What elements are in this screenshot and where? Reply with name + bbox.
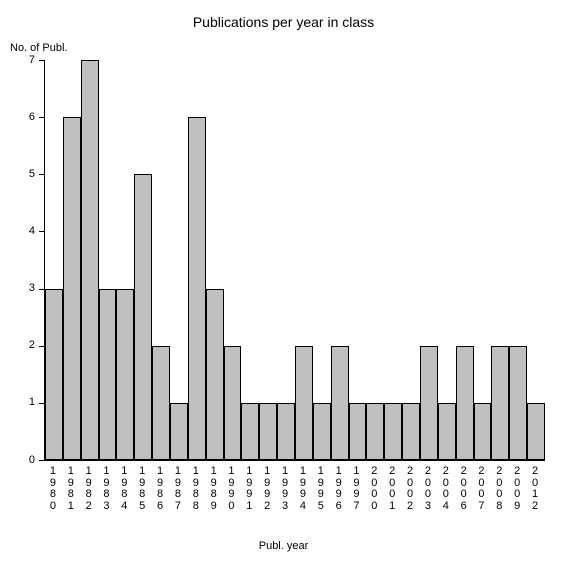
xtick-label: 2007 (473, 466, 491, 512)
plot-area (44, 60, 545, 461)
bar (509, 346, 527, 460)
ytick-mark (39, 346, 44, 347)
bar (384, 403, 402, 460)
xtick-label: 1993 (276, 466, 294, 512)
xtick-label: 1991 (240, 466, 258, 512)
ytick-label: 4 (0, 225, 35, 237)
bar (474, 403, 492, 460)
xtick-label: 1982 (80, 466, 98, 512)
bar (331, 346, 349, 460)
xtick-label: 2001 (383, 466, 401, 512)
xtick-label: 1992 (258, 466, 276, 512)
ytick-label: 3 (0, 282, 35, 294)
xtick-label: 1997 (348, 466, 366, 512)
bar (277, 403, 295, 460)
xtick-label: 1984 (115, 466, 133, 512)
bar (402, 403, 420, 460)
bar (295, 346, 313, 460)
bar (224, 346, 242, 460)
bar (81, 60, 99, 460)
xtick-label: 1996 (330, 466, 348, 512)
xtick-label: 1994 (294, 466, 312, 512)
xtick-label: 1983 (98, 466, 116, 512)
x-axis-label: Publ. year (0, 540, 567, 552)
xtick-label: 1995 (312, 466, 330, 512)
xtick-label: 1987 (169, 466, 187, 512)
bar (206, 289, 224, 460)
bar (134, 174, 152, 460)
bar (313, 403, 331, 460)
xtick-label: 1985 (133, 466, 151, 512)
xtick-label: 2006 (455, 466, 473, 512)
bar (152, 346, 170, 460)
bar (259, 403, 277, 460)
bar (438, 403, 456, 460)
xtick-label: 2003 (419, 466, 437, 512)
chart-title: Publications per year in class (0, 14, 567, 30)
xtick-label: 2002 (401, 466, 419, 512)
xtick-label: 2008 (490, 466, 508, 512)
bar (170, 403, 188, 460)
bar (116, 289, 134, 460)
chart-container: Publications per year in class No. of Pu… (0, 0, 567, 567)
bar (99, 289, 117, 460)
ytick-label: 0 (0, 454, 35, 466)
bar (527, 403, 545, 460)
xtick-label: 2000 (365, 466, 383, 512)
ytick-label: 1 (0, 396, 35, 408)
bar (420, 346, 438, 460)
ytick-mark (39, 460, 44, 461)
y-axis-label: No. of Publ. (10, 42, 67, 54)
xtick-label: 2012 (526, 466, 544, 512)
xtick-label: 1980 (44, 466, 62, 512)
xtick-label: 1990 (223, 466, 241, 512)
ytick-mark (39, 174, 44, 175)
ytick-label: 5 (0, 168, 35, 180)
xtick-label: 2004 (437, 466, 455, 512)
xtick-label: 1981 (62, 466, 80, 512)
ytick-label: 2 (0, 339, 35, 351)
ytick-label: 6 (0, 111, 35, 123)
bar (349, 403, 367, 460)
bar (491, 346, 509, 460)
xtick-label: 1989 (205, 466, 223, 512)
xtick-label: 1988 (187, 466, 205, 512)
ytick-mark (39, 117, 44, 118)
ytick-label: 7 (0, 54, 35, 66)
bar (366, 403, 384, 460)
ytick-mark (39, 60, 44, 61)
xtick-label: 1986 (151, 466, 169, 512)
xtick-label: 2009 (508, 466, 526, 512)
ytick-mark (39, 403, 44, 404)
bar (45, 289, 63, 460)
bar (188, 117, 206, 460)
ytick-mark (39, 289, 44, 290)
bar (63, 117, 81, 460)
ytick-mark (39, 231, 44, 232)
bar (456, 346, 474, 460)
bar (241, 403, 259, 460)
